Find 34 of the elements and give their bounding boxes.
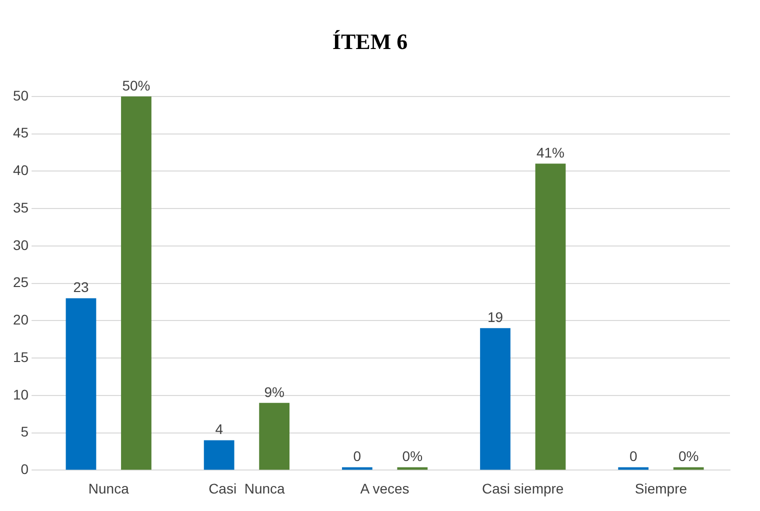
data-label: 0 bbox=[353, 448, 362, 464]
y-tick-label: 45 bbox=[12, 124, 29, 141]
bar bbox=[618, 467, 649, 470]
bar bbox=[121, 96, 152, 470]
y-tick-label: 0 bbox=[20, 461, 29, 478]
bar bbox=[66, 298, 96, 470]
data-label: 0% bbox=[402, 448, 423, 464]
x-tick-label: Casi siempre bbox=[482, 480, 564, 496]
data-label: 41% bbox=[536, 144, 565, 161]
data-label: 23 bbox=[73, 279, 89, 296]
data-label: 50% bbox=[122, 77, 150, 94]
data-label: 0 bbox=[629, 448, 638, 464]
data-label: 4 bbox=[215, 421, 224, 438]
y-tick-label: 35 bbox=[12, 199, 29, 216]
y-tick-label: 40 bbox=[12, 162, 29, 178]
data-label: 19 bbox=[487, 309, 504, 326]
data-label: 0% bbox=[678, 448, 699, 464]
y-tick-label: 15 bbox=[12, 348, 29, 365]
x-tick-label: A veces bbox=[360, 480, 410, 496]
bar bbox=[673, 467, 704, 470]
x-tick-label: Nunca bbox=[88, 480, 130, 496]
x-tick-label: Casi Nunca bbox=[208, 480, 286, 496]
y-tick-label: 25 bbox=[12, 274, 29, 290]
y-tick-label: 20 bbox=[12, 312, 29, 328]
y-tick-label: 50 bbox=[12, 87, 29, 104]
x-tick-label: Siempre bbox=[634, 480, 688, 496]
bar bbox=[397, 467, 428, 470]
chart-title: ÍTEM 6 bbox=[332, 28, 408, 54]
y-tick-label: 10 bbox=[12, 386, 29, 402]
data-label: 9% bbox=[264, 384, 284, 400]
bar bbox=[535, 164, 566, 470]
y-tick-label: 5 bbox=[20, 424, 29, 440]
y-tick-label: 30 bbox=[12, 236, 29, 253]
bar bbox=[342, 467, 372, 470]
